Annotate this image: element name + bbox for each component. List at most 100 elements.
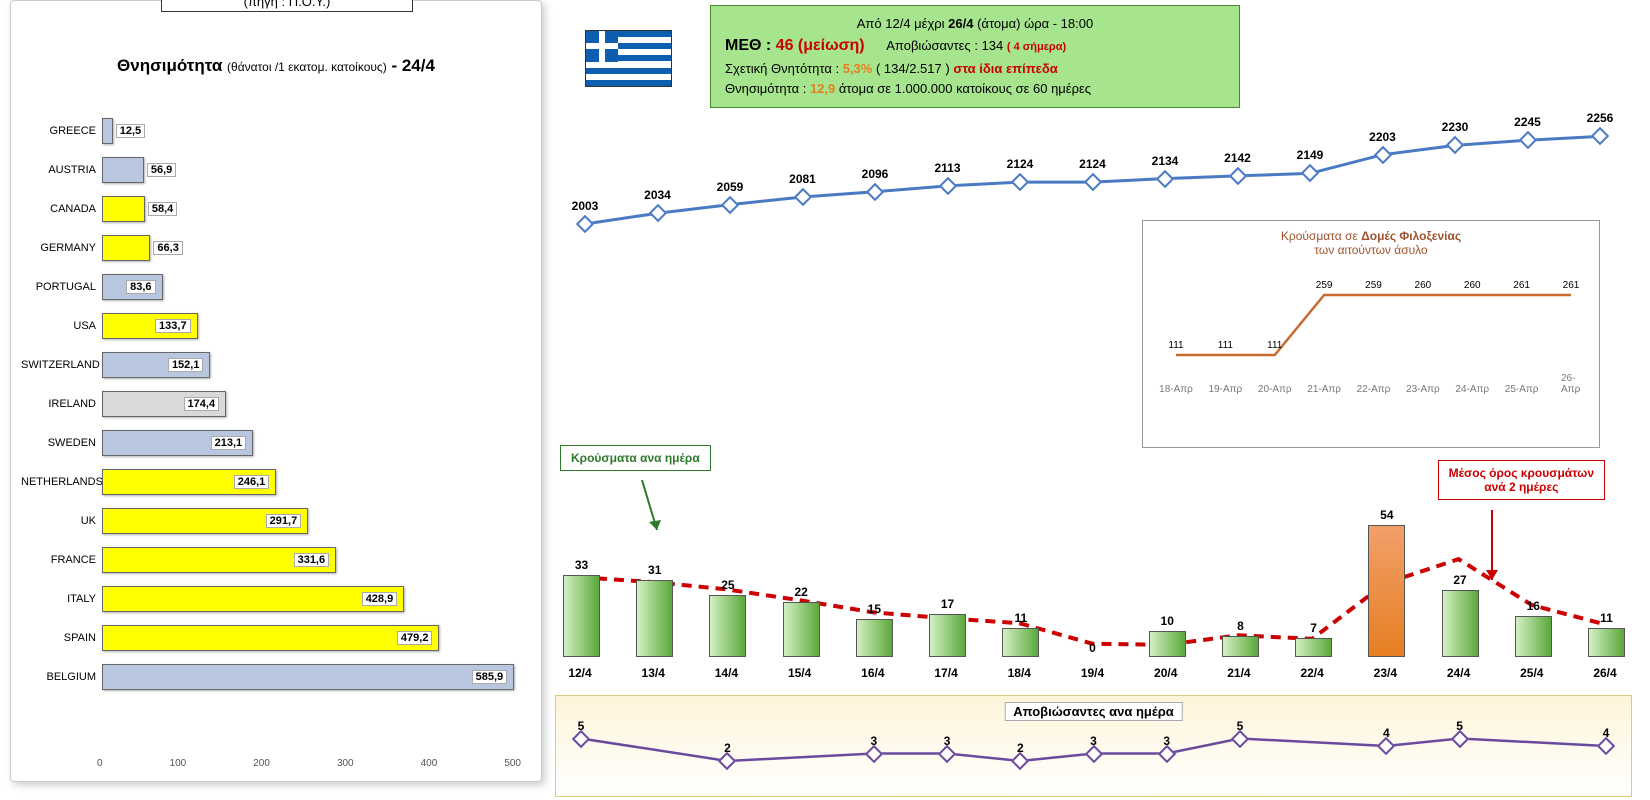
bar: 56,9 [102,157,144,183]
deaths-value: 4 [1383,726,1390,740]
bar: 12,5 [102,118,113,144]
line-point-label: 2096 [862,167,889,181]
cases-x-label: 12/4 [568,666,591,680]
cases-bar-value: 54 [1380,508,1393,522]
inset-value: 260 [1464,280,1481,291]
title-date: - 24/4 [391,56,434,75]
line-point-label: 2245 [1514,115,1541,129]
cases-bar: 10 [1149,631,1186,657]
cases-bar: 27 [1442,590,1479,657]
cases-bar: 25 [709,595,746,657]
deaths-value: 3 [1163,734,1170,748]
arrow-down-icon [637,480,667,540]
bar: 213,1 [102,430,253,456]
cases-bar: 17 [929,614,966,657]
info-icu-value: 46 (μείωση) [776,37,865,54]
inset-value: 259 [1365,280,1382,291]
info-cfr-frac: ( 134/2.517 ) [872,61,953,76]
inset-x-label: 21-Απρ [1307,384,1341,395]
arrow-down-red-icon [1482,510,1502,590]
bar-value: 213,1 [211,436,247,450]
bar: 291,7 [102,508,308,534]
info-deaths-today: ( 4 σήμερα) [1007,41,1066,53]
deaths-value: 5 [578,719,585,733]
line-point-label: 2256 [1587,111,1614,125]
cases-x-label: 19/4 [1081,666,1104,680]
deaths-chart: Αποβιώσαντες ανα ημέρα 52332335454 [555,695,1632,797]
cases-bar: 31 [636,580,673,657]
bar-value: 428,9 [362,592,398,606]
info-box: Από 12/4 μέχρι 26/4 (άτομα) ώρα - 18:00 … [710,5,1240,108]
info-cfr-label: Σχετική Θνητότητα : [725,61,843,76]
bar-label: NETHERLANDS [21,476,102,488]
info-cfr-trend: στα ίδια επίπεδα [953,61,1057,76]
bar: 66,3 [102,235,150,261]
bar-value: 174,4 [184,397,220,411]
bar-row: SPAIN479,2 [21,618,531,657]
bar: 83,6 [102,274,163,300]
line-point-label: 2203 [1369,130,1396,144]
bar-value: 12,5 [116,124,145,138]
mortality-title: Θνησιμότητα (θάνατοι /1 εκατομ. κατοίκου… [11,56,541,76]
cases-x-label: 20/4 [1154,666,1177,680]
bar-value: 152,1 [168,358,204,372]
cases-x-label: 16/4 [861,666,884,680]
cases-bar: 22 [783,602,820,657]
bar-value: 331,6 [294,553,330,567]
line-point-label: 2134 [1152,154,1179,168]
cases-bar: 16 [1515,616,1552,657]
inset-x-label: 22-Απρ [1357,384,1391,395]
bar-label: SWEDEN [21,437,102,449]
bar-row: CANADA58,4 [21,189,531,228]
bar: 585,9 [102,664,514,690]
inset-x-label: 24-Απρ [1455,384,1489,395]
cases-bar: 33 [563,575,600,657]
line-point-label: 2059 [717,180,744,194]
cases-bar: 8 [1222,636,1259,657]
cases-bar-value: 8 [1237,619,1244,633]
deaths-value: 3 [944,734,951,748]
greece-flag-icon [585,30,672,87]
bar-value: 133,7 [155,319,191,333]
mortality-bars: GREECE12,5AUSTRIA56,9CANADA58,4GERMANY66… [21,111,531,746]
inset-value: 259 [1316,280,1333,291]
bar: 58,4 [102,196,145,222]
bar-row: GERMANY66,3 [21,228,531,267]
source-text: (πηγή : Π.Ο.Υ.) [244,0,331,9]
cases-bar-value: 15 [868,602,881,616]
cases-x-label: 22/4 [1300,666,1323,680]
cases-bar: 15 [856,619,893,657]
bar-value: 246,1 [234,475,270,489]
info-time: (άτομα) ώρα - 18:00 [973,16,1093,31]
cases-bar-value: 10 [1161,614,1174,628]
line-point-label: 2142 [1224,151,1251,165]
inset-value: 111 [1168,340,1183,351]
deaths-value: 3 [1090,734,1097,748]
inset-value: 111 [1218,340,1233,351]
cases-bar-value: 31 [648,563,661,577]
bar-row: USA 133,7 [21,306,531,345]
bar-row: ITALY428,9 [21,579,531,618]
source-box: (πηγή : Π.Ο.Υ.) [161,0,413,12]
cases-bar: 7 [1295,638,1332,657]
bar-row: BELGIUM585,9 [21,657,531,696]
info-icu-label: ΜΕΘ : [725,37,776,54]
bar: 133,7 [102,313,198,339]
line-point-label: 2124 [1079,157,1106,171]
deaths-value: 2 [724,741,731,755]
inset-value: 261 [1563,280,1580,291]
deaths-value: 5 [1456,719,1463,733]
bar: 479,2 [102,625,439,651]
bar-value: 56,9 [147,163,176,177]
bar-label: CANADA [21,203,102,215]
cases-x-label: 14/4 [715,666,738,680]
deaths-value: 2 [1017,741,1024,755]
bar-label: USA [21,320,102,332]
line-point-label: 2230 [1442,120,1469,134]
line-point-label: 2124 [1007,157,1034,171]
deaths-value: 4 [1603,726,1610,740]
inset-x-label: 19-Απρ [1209,384,1243,395]
bar-value: 585,9 [472,670,508,684]
cases-bar-value: 22 [794,585,807,599]
cases-bar-value: 33 [575,558,588,572]
